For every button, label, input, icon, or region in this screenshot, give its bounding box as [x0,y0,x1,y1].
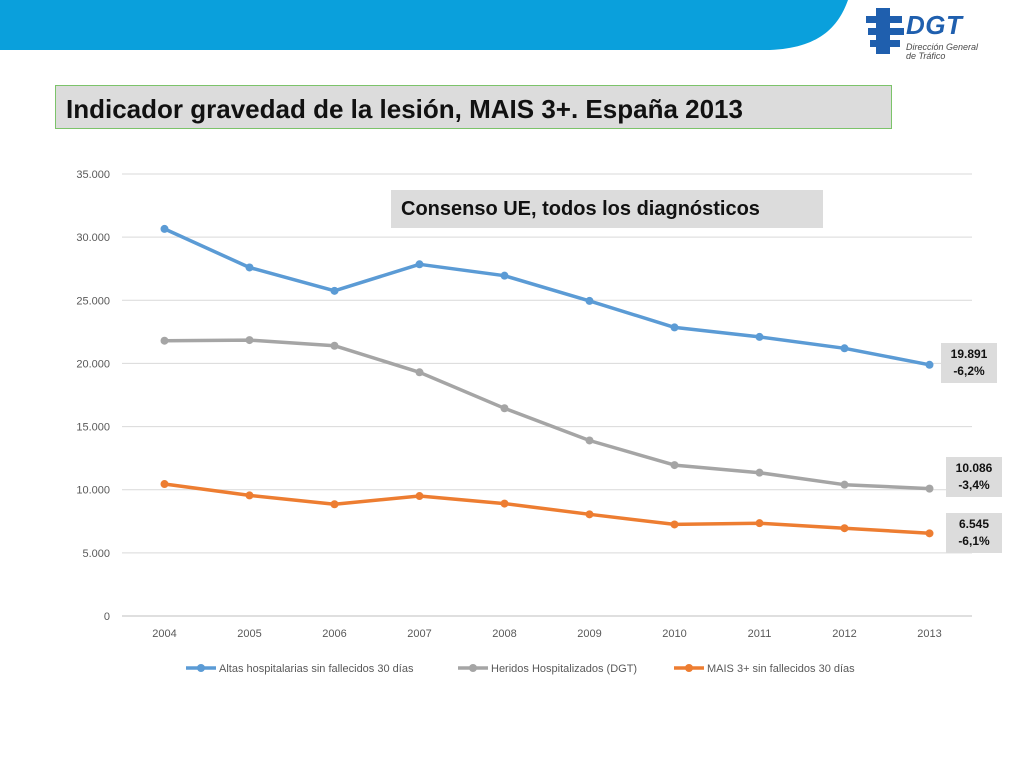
logo-subtitle-line-1: Dirección General [906,42,979,52]
data-point [415,368,424,377]
data-point [500,404,509,413]
y-axis-tick-labels: 0 5.000 10.000 15.000 20.000 25.000 30.000 35.0… [76,169,110,623]
data-point [585,296,594,305]
data-point [330,341,339,350]
data-point [840,344,849,353]
data-point [840,524,849,533]
data-point [755,519,764,528]
logo-subtitle-line-2: de Tráfico [906,51,946,61]
data-point [755,332,764,341]
x-tick-label: 2011 [748,628,772,640]
chart-legend: Altas hospitalarias sin fallecidos 30 dí… [186,663,855,675]
series-line [162,482,932,536]
series-line [162,227,932,367]
x-tick-label: 2008 [492,628,516,640]
end-label-series-2: 10.086 -3,4% [946,457,1002,497]
x-tick-label: 2010 [662,628,686,640]
end-label-change: -6,1% [958,534,990,548]
x-axis-tick-labels: 2004 2005 2006 2007 2008 2009 2010 2011 2012 2013 [152,628,941,640]
x-tick-label: 2004 [152,628,176,640]
data-point [415,260,424,269]
x-tick-label: 2005 [237,628,261,640]
end-label-value: 19.891 [950,347,988,361]
slide-title: Indicador gravedad de la lesión, MAIS 3+… [66,94,743,124]
y-tick-label: 10.000 [76,485,110,497]
data-point [840,480,849,489]
chart-series [160,224,934,538]
y-tick-label: 35.000 [76,169,110,181]
data-point [755,468,764,477]
data-point [670,323,679,332]
end-label-value: 10.086 [955,461,993,475]
chart-gridlines [122,173,972,617]
legend-label: MAIS 3+ sin fallecidos 30 días [707,663,855,675]
legend-item-3: MAIS 3+ sin fallecidos 30 días [674,663,855,675]
data-point [330,500,339,509]
slide-title-box: Indicador gravedad de la lesión, MAIS 3+… [55,85,892,129]
data-point [160,480,169,489]
data-point [925,484,934,493]
y-tick-label: 30.000 [76,232,110,244]
data-point [925,529,934,538]
end-label-change: -6,2% [953,364,985,378]
legend-item-1: Altas hospitalarias sin fallecidos 30 dí… [186,663,414,675]
data-point [500,271,509,280]
header-banner [0,0,848,50]
series-1 [160,224,934,369]
series-2 [160,336,934,493]
data-point [160,336,169,345]
banner-shape [0,0,848,50]
dgt-logo: DGT Dirección General de Tráfico [866,6,1016,66]
legend-item-2: Heridos Hospitalizados (DGT) [458,663,637,675]
legend-marker [197,664,205,672]
data-point [245,336,254,345]
legend-label: Altas hospitalarias sin fallecidos 30 dí… [219,663,414,675]
y-tick-label: 20.000 [76,358,110,370]
legend-label: Heridos Hospitalizados (DGT) [491,663,637,675]
y-tick-label: 0 [104,611,110,623]
data-point [585,510,594,519]
data-point [245,263,254,272]
data-point [670,461,679,470]
y-tick-label: 15.000 [76,422,110,434]
end-label-series-1: 19.891 -6,2% [941,343,997,383]
data-point [585,436,594,445]
data-point [500,499,509,508]
series-line [162,338,932,491]
x-tick-label: 2013 [917,628,941,640]
end-label-series-3: 6.545 -6,1% [946,513,1002,553]
data-point [670,520,679,529]
series-3 [160,480,934,538]
data-point [330,286,339,295]
chart-annotation: Consenso UE, todos los diagnósticos [401,198,760,220]
x-tick-label: 2007 [407,628,431,640]
logo-subtitle: Dirección General de Tráfico [906,43,1016,61]
data-point [160,224,169,233]
x-tick-label: 2012 [832,628,856,640]
y-tick-label: 5.000 [82,548,110,560]
end-label-value: 6.545 [958,517,990,531]
data-point [925,360,934,369]
dgt-logo-mark-icon [866,8,904,54]
data-point [245,491,254,500]
legend-marker [469,664,477,672]
chart-annotation-box: Consenso UE, todos los diagnósticos [391,190,823,228]
logo-text: DGT [906,10,963,40]
x-tick-label: 2009 [577,628,601,640]
end-label-change: -3,4% [958,478,990,492]
data-point [415,492,424,501]
legend-marker [685,664,693,672]
x-tick-label: 2006 [322,628,346,640]
y-tick-label: 25.000 [76,295,110,307]
